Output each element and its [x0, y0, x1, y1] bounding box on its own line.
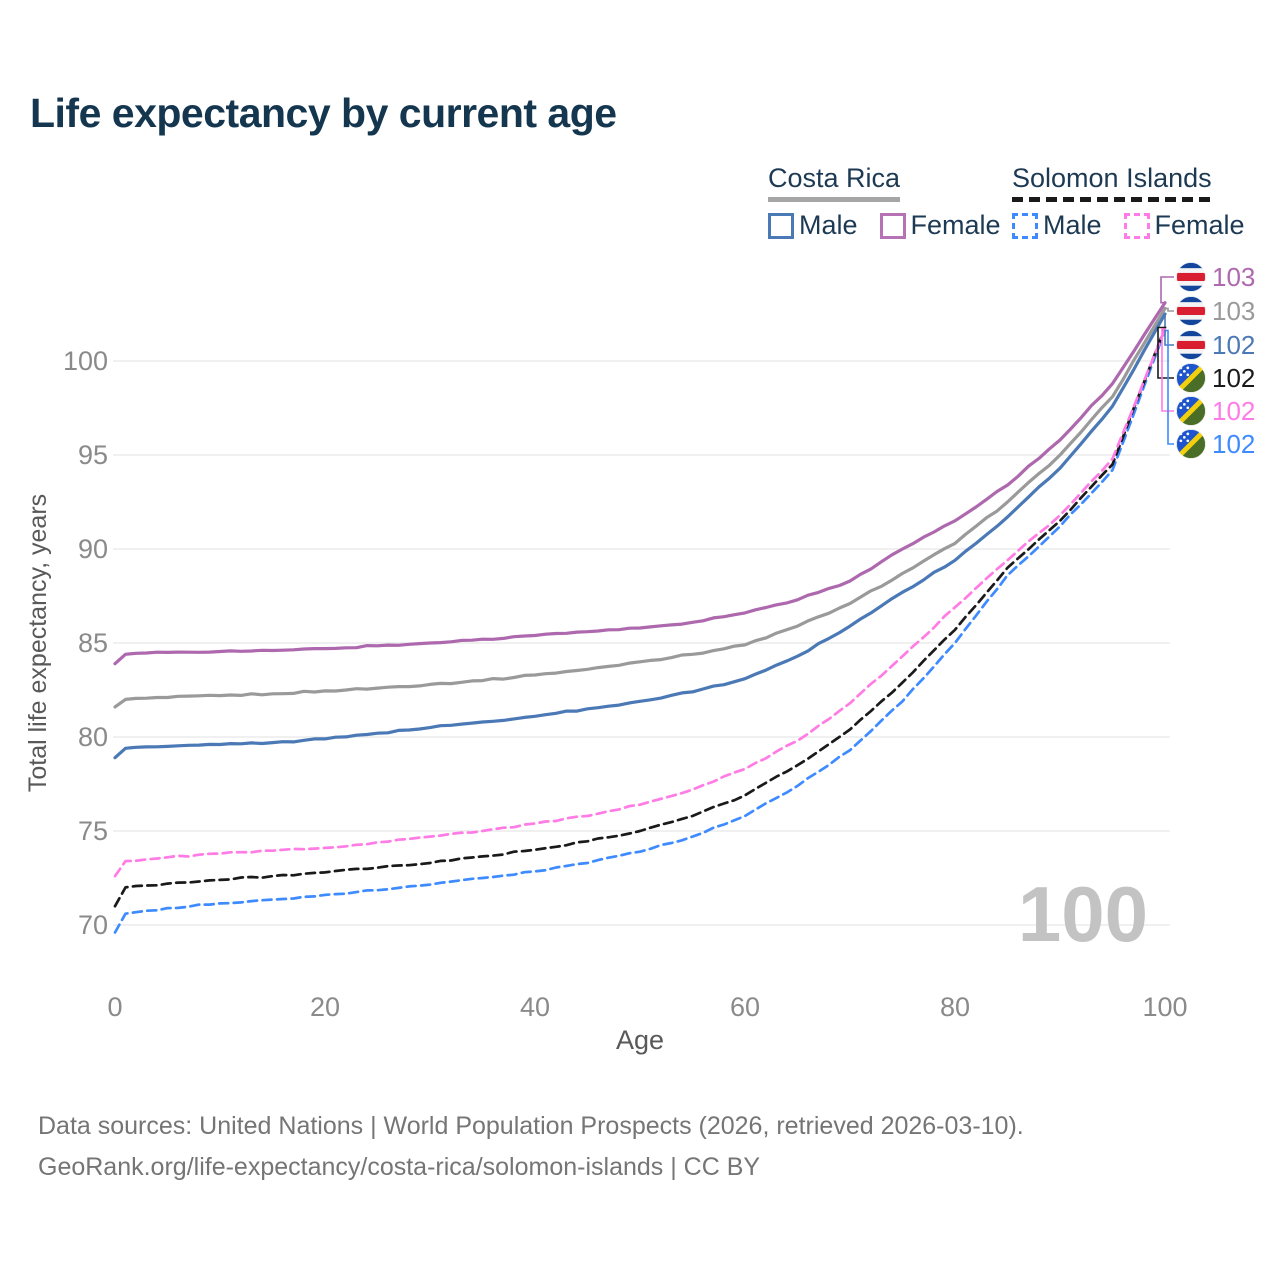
y-tick-label-75: 75: [78, 816, 108, 846]
legend-label-costa-rica-female: Female: [910, 210, 1001, 240]
watermark: 100: [1018, 870, 1148, 958]
footer-attribution: GeoRank.org/life-expectancy/costa-rica/s…: [38, 1153, 761, 1181]
end-label-connector-costa-rica-female: [1160, 276, 1174, 304]
y-tick-label-80: 80: [78, 722, 108, 752]
legend-label-solomon-islands-male: Male: [1043, 210, 1102, 240]
costa-rica-flag-icon: [1176, 296, 1206, 326]
legend-label-costa-rica-male: Male: [799, 210, 858, 240]
footer-data-sources: Data sources: United Nations | World Pop…: [38, 1112, 1024, 1140]
x-tick-label-80: 80: [940, 992, 970, 1022]
end-label-connector-solomon-islands-both: [1157, 326, 1174, 379]
end-label-value-solomon-islands-both: 102: [1212, 363, 1255, 393]
legend-item-costa-rica-male: Male: [768, 210, 858, 241]
end-label-value-solomon-islands-female: 102: [1212, 396, 1255, 426]
costa-rica-flag-icon: [1176, 262, 1206, 292]
solomon-islands-male-swatch-icon: [1012, 212, 1038, 239]
solomon-islands-flag-icon: [1176, 363, 1206, 393]
x-tick-label-0: 0: [107, 992, 122, 1022]
legend-item-solomon-islands-female: Female: [1123, 210, 1245, 241]
x-tick-label-60: 60: [730, 992, 760, 1022]
y-tick-label-100: 100: [63, 346, 108, 376]
series-line-costa-rica-both: [113, 306, 1167, 709]
y-tick-label-85: 85: [78, 628, 108, 658]
costa-rica-male-swatch-icon: [768, 212, 794, 239]
x-tick-label-20: 20: [310, 992, 340, 1022]
x-tick-label-40: 40: [520, 992, 550, 1022]
series-line-costa-rica-female: [113, 301, 1167, 666]
end-label-value-solomon-islands-male: 102: [1212, 429, 1255, 459]
end-label-connector-costa-rica-male: [1164, 313, 1174, 346]
x-tick-label-100: 100: [1142, 992, 1187, 1022]
y-tick-label-90: 90: [78, 534, 108, 564]
legend-title-costa-rica: Costa Rica: [768, 163, 900, 202]
legend-label-solomon-islands-female: Female: [1154, 210, 1245, 240]
series-line-costa-rica-male: [113, 312, 1167, 760]
series-line-solomon-islands-both: [113, 326, 1167, 908]
end-label-connector-solomon-islands-male: [1166, 329, 1174, 445]
series-line-solomon-islands-female: [113, 327, 1167, 878]
y-tick-label-70: 70: [78, 910, 108, 940]
solomon-islands-flag-icon: [1176, 429, 1206, 459]
costa-rica-flag-icon: [1176, 330, 1206, 360]
end-label-value-costa-rica-both: 103: [1212, 296, 1255, 326]
legend-title-solomon-islands: Solomon Islands: [1012, 163, 1212, 202]
legend-group-costa-rica: Costa Rica Male Female: [768, 163, 1001, 241]
legend-item-costa-rica-female: Female: [879, 210, 1001, 241]
end-label-connector-costa-rica-both: [1166, 307, 1174, 312]
y-axis-title: Total life expectancy, years: [24, 494, 52, 792]
end-label-value-costa-rica-female: 103: [1212, 262, 1255, 292]
x-axis-title: Age: [616, 1025, 664, 1055]
solomon-islands-female-swatch-icon: [1123, 212, 1150, 239]
legend-item-solomon-islands-male: Male: [1012, 210, 1102, 241]
legend-group-solomon-islands: Solomon Islands Male Female: [1012, 163, 1245, 241]
solomon-islands-flag-icon: [1176, 396, 1206, 426]
series-line-solomon-islands-male: [113, 329, 1167, 934]
costa-rica-female-swatch-icon: [879, 212, 906, 239]
end-label-value-costa-rica-male: 102: [1212, 330, 1255, 360]
y-tick-label-95: 95: [78, 440, 108, 470]
footer: Data sources: United Nations | World Pop…: [38, 1106, 1024, 1188]
page-title: Life expectancy by current age: [30, 90, 617, 136]
